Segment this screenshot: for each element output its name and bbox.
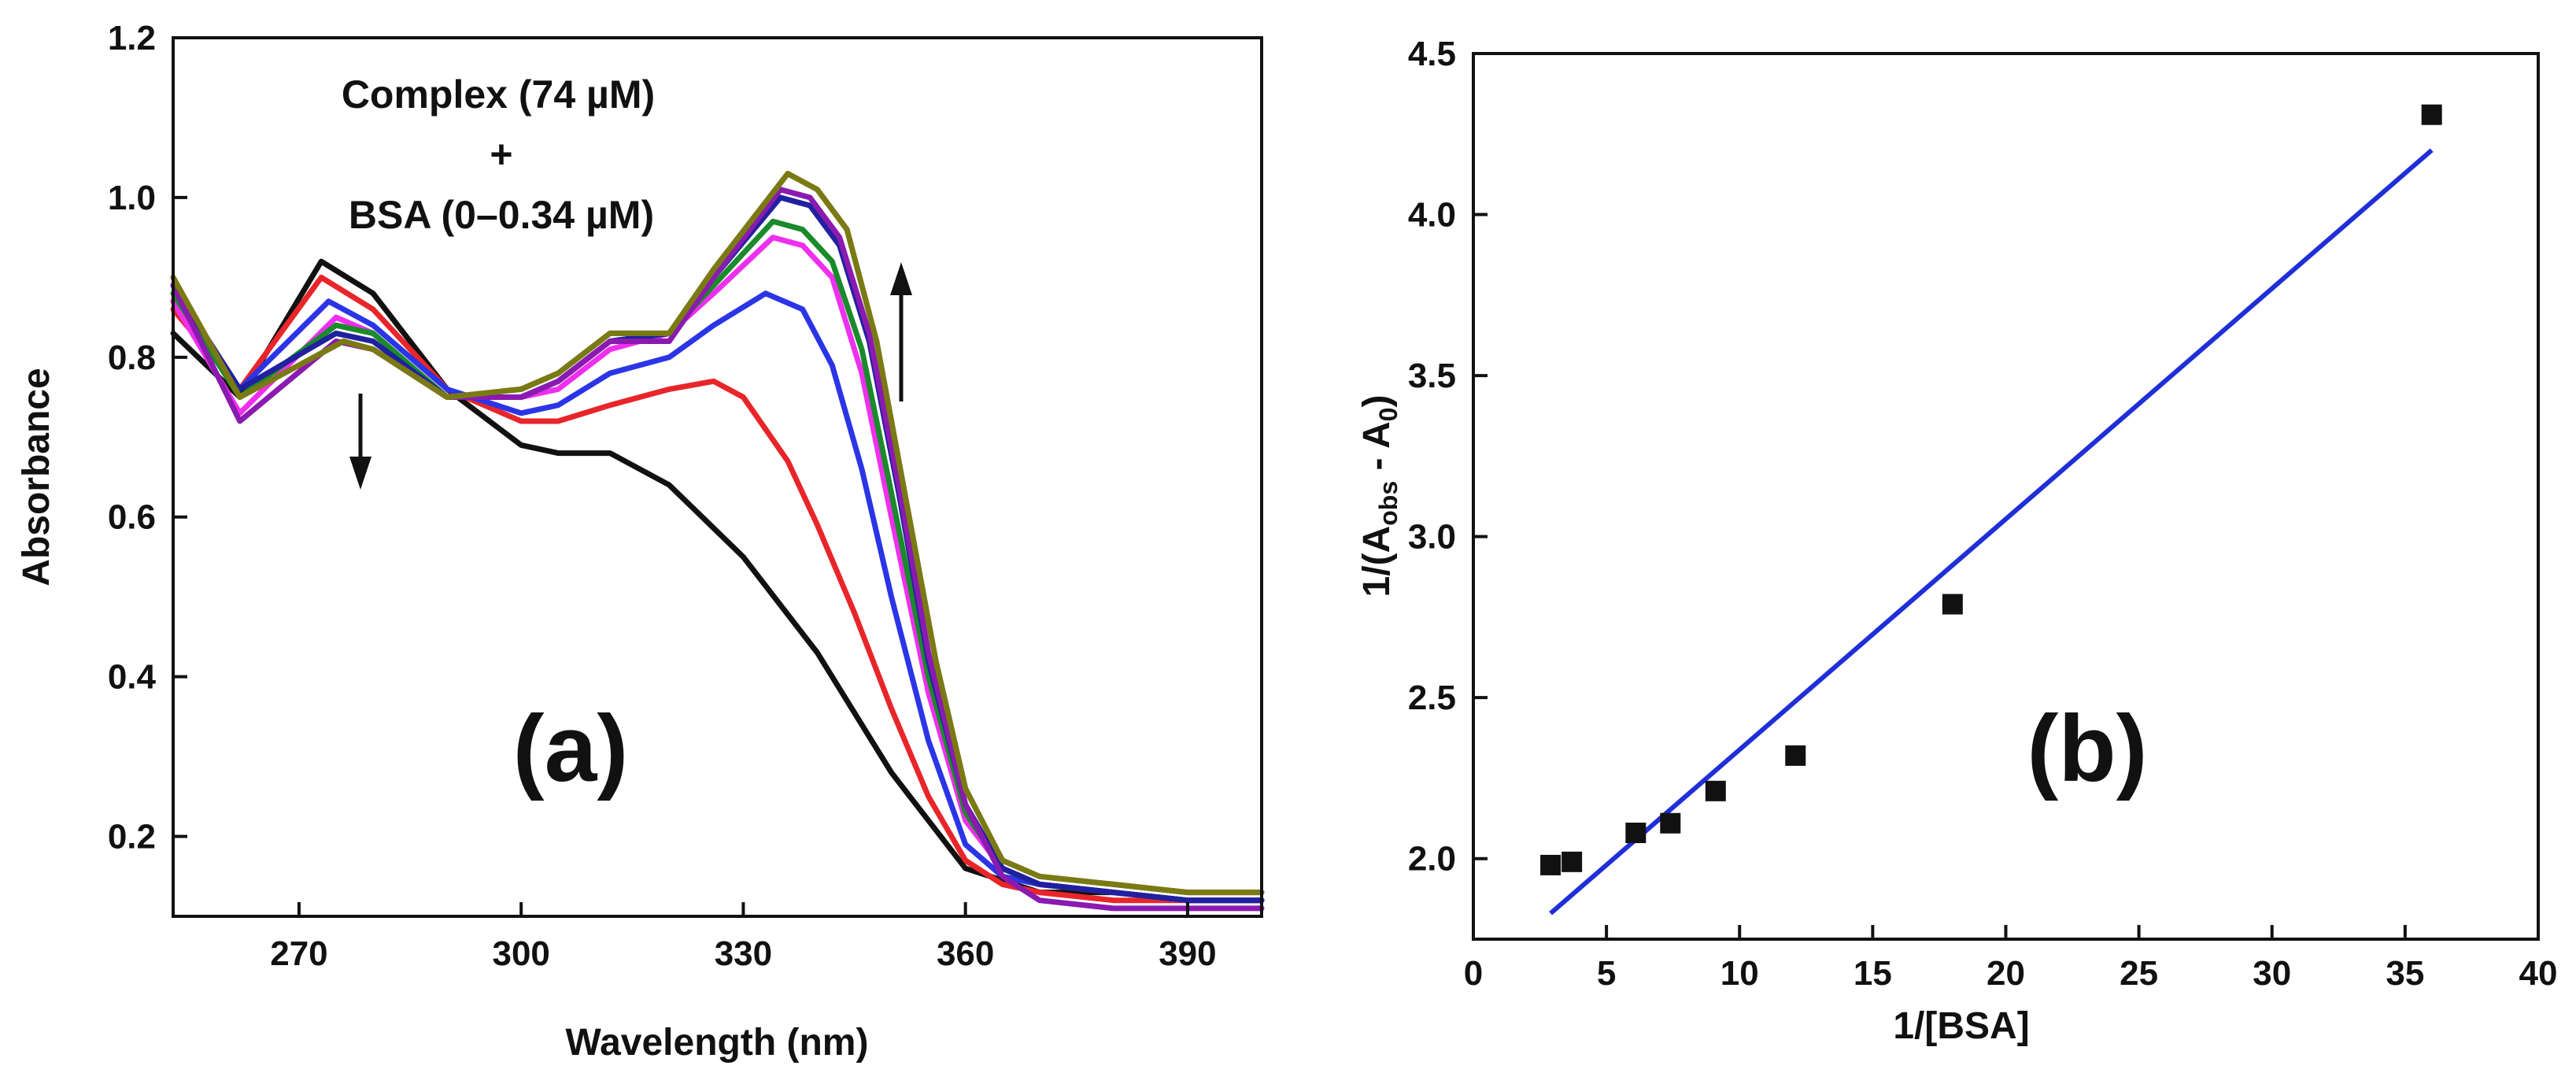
panel-b-y-tick-label: 4.0 bbox=[1408, 196, 1456, 235]
down-arrow-icon bbox=[349, 394, 371, 490]
annotation-bsa-range: BSA (0–0.34 µM) bbox=[349, 193, 654, 237]
annotation-complex: Complex (74 µM) bbox=[342, 72, 655, 117]
panel-a-ticks: 270 300 330 360 390 0.2 0.4 0.6 0.8 1.0 1.2 bbox=[108, 19, 1217, 973]
data-point-square bbox=[1625, 823, 1646, 843]
annotation-plus: + bbox=[490, 132, 512, 176]
panel-b-x-tick-label: 20 bbox=[1987, 954, 2025, 993]
panel-b-x-tick-label: 10 bbox=[1720, 954, 1759, 993]
panel-b-x-tick-label: 25 bbox=[2120, 954, 2158, 993]
spectrum-series-line bbox=[170, 194, 1265, 904]
panel-b-points bbox=[1540, 104, 2442, 875]
panel-a-series-group bbox=[170, 171, 1265, 912]
up-arrow-icon bbox=[890, 262, 912, 401]
panel-a-x-axis-label: Wavelength (nm) bbox=[566, 1022, 869, 1064]
panel-b-plot-frame bbox=[1472, 52, 2540, 941]
panel-a-x-tick-label: 330 bbox=[715, 934, 772, 973]
panel-b-label: (b) bbox=[2027, 696, 2147, 801]
panel-a-x-tick-label: 270 bbox=[270, 934, 327, 973]
data-point-square bbox=[1785, 745, 1806, 766]
panel-a-y-tick-label: 1.0 bbox=[108, 179, 156, 217]
panel-a-y-tick-label: 0.6 bbox=[108, 498, 156, 537]
panel-a-chart: 270 300 330 360 390 0.2 0.4 0.6 0.8 1.0 1.2 Wavele… bbox=[16, 19, 1265, 1064]
panel-a-x-tick-label: 300 bbox=[492, 934, 549, 973]
spectrum-series-line bbox=[170, 235, 1265, 904]
panel-a-plot-frame bbox=[172, 36, 1263, 918]
panel-b-x-tick-label: 15 bbox=[1853, 954, 1892, 993]
panel-b-x-tick-label: 40 bbox=[2519, 954, 2558, 993]
linear-fit-line bbox=[1549, 148, 2434, 916]
panel-a-y-tick-label: 0.8 bbox=[108, 339, 156, 377]
spectrum-series-line bbox=[170, 274, 1265, 904]
data-point-square bbox=[1705, 780, 1726, 801]
panel-a-y-tick-label: 1.2 bbox=[108, 19, 156, 57]
spectrum-series-line bbox=[170, 290, 1265, 904]
data-point-square bbox=[1540, 854, 1561, 875]
spectrum-series-line bbox=[170, 187, 1265, 912]
panel-b-x-tick-label: 30 bbox=[2253, 954, 2291, 993]
panel-b-y-tick-label: 4.5 bbox=[1408, 35, 1456, 73]
panel-b-x-tick-label: 5 bbox=[1597, 954, 1616, 993]
panel-a-y-tick-label: 0.4 bbox=[108, 658, 157, 697]
spectrum-series-line bbox=[170, 258, 1265, 904]
data-point-square bbox=[2421, 104, 2442, 125]
panel-a-x-tick-label: 390 bbox=[1159, 934, 1216, 973]
panel-b-x-axis-label: 1/[BSA] bbox=[1893, 1005, 2029, 1047]
panel-b-chart: 0 5 10 15 20 25 30 35 40 2.0 2.5 3.0 3.5 4.0 4.5 1/[BS… bbox=[1356, 35, 2557, 1047]
panel-b-x-tick-label: 0 bbox=[1464, 954, 1483, 993]
panel-b-y-tick-label: 3.5 bbox=[1408, 357, 1456, 395]
panel-b-ticks: 0 5 10 15 20 25 30 35 40 2.0 2.5 3.0 3.5 4.0 4.5 bbox=[1408, 35, 2558, 993]
data-point-square bbox=[1561, 851, 1583, 872]
spectrum-series-line bbox=[170, 171, 1265, 896]
data-point-square bbox=[1660, 812, 1681, 834]
panel-b-y-tick-label: 2.0 bbox=[1408, 840, 1456, 879]
panel-b-y-tick-label: 2.5 bbox=[1408, 679, 1456, 717]
data-point-square bbox=[1942, 594, 1963, 615]
panel-b-fit-line bbox=[1549, 148, 2434, 916]
panel-a-x-tick-label: 360 bbox=[937, 934, 994, 973]
panel-a-y-tick-label: 0.2 bbox=[108, 818, 156, 856]
panel-b-y-axis-label: 1/(Aobs - A0) bbox=[1356, 395, 1403, 597]
panel-b-y-tick-label: 3.0 bbox=[1408, 518, 1456, 557]
panel-a-y-axis-label: Absorbance bbox=[16, 368, 57, 586]
panel-b-x-tick-label: 35 bbox=[2386, 954, 2424, 993]
panel-a-label: (a) bbox=[513, 696, 629, 801]
